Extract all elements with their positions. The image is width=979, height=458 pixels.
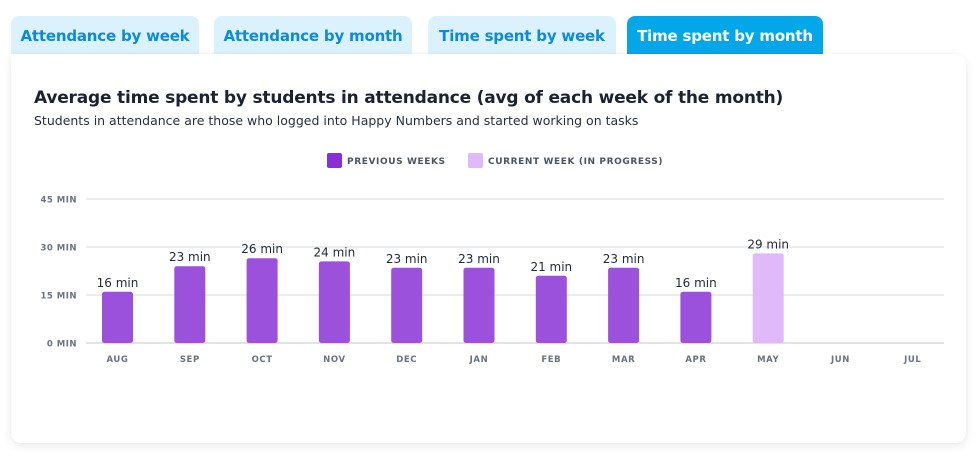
bar-sep [174, 266, 206, 343]
data-label: 23 min [386, 252, 428, 266]
data-label: 29 min [747, 237, 789, 251]
x-tick-label: JAN [469, 355, 489, 365]
chart-legend: PREVIOUS WEEKS CURRENT WEEK (IN PROGRESS) [327, 153, 663, 168]
bar-dec [391, 267, 423, 343]
y-tick-label: 45 MIN [40, 196, 77, 206]
chart-card: Average time spent by students in attend… [11, 54, 966, 443]
x-tick-label: MAR [612, 355, 635, 365]
y-tick-label: 30 MIN [40, 244, 77, 254]
data-label: 26 min [241, 242, 283, 256]
x-tick-label: SEP [180, 355, 200, 365]
y-tick-label: 0 MIN [47, 340, 77, 350]
chart-title: Average time spent by students in attend… [34, 88, 784, 108]
data-labels: 16 min 23 min 26 min 24 min 23 min 23 min 21 m… [97, 237, 789, 289]
data-label: 16 min [675, 276, 717, 290]
x-tick-label: DEC [396, 355, 417, 365]
x-tick-label: FEB [541, 355, 561, 365]
data-label: 23 min [603, 252, 645, 266]
y-tick-label: 15 MIN [40, 292, 77, 302]
tab-attendance-by-month[interactable]: Attendance by month [214, 16, 412, 55]
legend-swatch-current [468, 153, 483, 168]
x-tick-label: APR [685, 355, 706, 365]
data-label: 21 min [530, 260, 572, 274]
legend-label-current: CURRENT WEEK (IN PROGRESS) [488, 157, 663, 167]
legend-label-previous: PREVIOUS WEEKS [347, 157, 446, 167]
data-label: 24 min [314, 245, 356, 259]
x-tick-label: MAY [757, 355, 779, 365]
bars [102, 253, 784, 343]
chart-subtitle: Students in attendance are those who log… [34, 113, 639, 128]
y-axis: 0 MIN 15 MIN 30 MIN 45 MIN [40, 196, 77, 350]
x-tick-label: NOV [323, 355, 346, 365]
bar-jan [463, 267, 495, 343]
bar-feb [535, 275, 567, 343]
x-axis: AUG SEP OCT NOV DEC JAN FEB MAR APR MAY JUN JUL [107, 355, 921, 365]
tab-time-spent-by-month[interactable]: Time spent by month [627, 16, 823, 55]
x-tick-label: JUL [903, 355, 921, 365]
bar-apr [680, 291, 712, 343]
bar-aug [102, 291, 133, 343]
bar-nov [318, 261, 350, 343]
bar-oct [246, 258, 278, 343]
tab-time-spent-by-week[interactable]: Time spent by week [428, 16, 616, 55]
tab-attendance-by-week[interactable]: Attendance by week [11, 16, 199, 55]
x-tick-label: OCT [252, 355, 273, 365]
data-label: 23 min [458, 252, 500, 266]
legend-swatch-previous [327, 153, 342, 168]
bar-mar [608, 267, 640, 343]
chart-grid [86, 198, 944, 344]
x-tick-label: JUN [830, 355, 850, 365]
bar-may [752, 253, 784, 343]
data-label: 23 min [169, 250, 211, 264]
data-label: 16 min [97, 276, 139, 290]
x-tick-label: AUG [107, 355, 129, 365]
